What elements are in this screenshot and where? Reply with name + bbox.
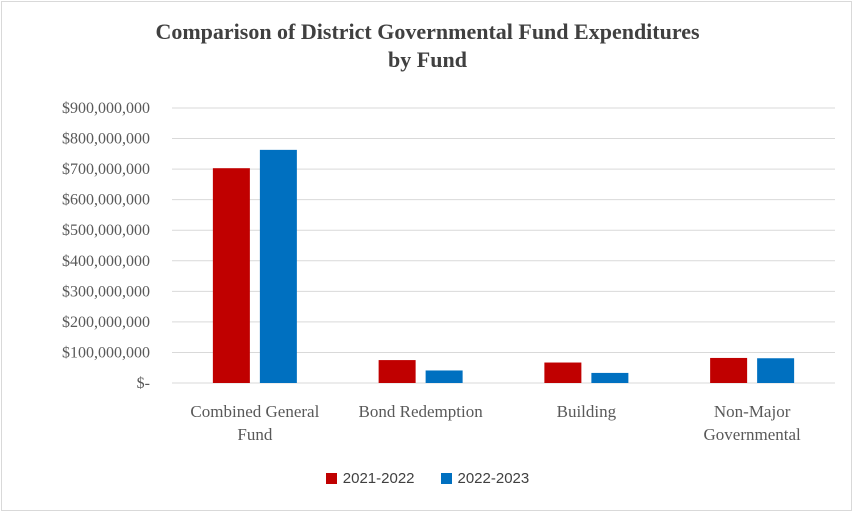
x-axis-tick-labels: Combined General Fund Bond Redemption Build… bbox=[190, 402, 801, 444]
bar-2-2 bbox=[425, 370, 463, 383]
y-tick-label: $400,000,000 bbox=[62, 253, 150, 270]
y-tick-label: $300,000,000 bbox=[62, 283, 150, 300]
legend: 2021-2022 2022-2023 bbox=[0, 470, 855, 487]
chart-title-line-2: by Fund bbox=[388, 47, 467, 72]
x-tick-label: Combined General bbox=[190, 402, 319, 421]
legend-label-series-1: 2021-2022 bbox=[342, 470, 415, 487]
bar-1-1 bbox=[212, 168, 250, 383]
bar-2-1 bbox=[259, 149, 297, 383]
bar-1-4 bbox=[710, 357, 748, 383]
y-axis-tick-labels: $- $100,000,000 $200,000,000 $300,000,000 $4… bbox=[62, 100, 150, 392]
bar-2-3 bbox=[591, 372, 629, 383]
y-tick-label: $100,000,000 bbox=[62, 344, 150, 361]
chart-title: Comparison of District Governmental Fund… bbox=[0, 18, 855, 74]
legend-swatch-series-2 bbox=[440, 473, 452, 484]
y-tick-label: $900,000,000 bbox=[62, 100, 150, 117]
y-tick-label: $200,000,000 bbox=[62, 314, 150, 331]
legend-swatch-series-1 bbox=[325, 473, 337, 484]
x-tick-label: Governmental bbox=[704, 425, 802, 444]
y-tick-label: $800,000,000 bbox=[62, 131, 150, 148]
x-tick-label: Non-Major bbox=[714, 402, 791, 421]
y-tick-label: $- bbox=[137, 375, 150, 392]
bar-2-4 bbox=[757, 358, 795, 383]
x-tick-label: Building bbox=[557, 402, 617, 421]
x-tick-label: Fund bbox=[237, 425, 272, 444]
legend-item-series-1: 2021-2022 bbox=[325, 470, 415, 487]
bar-1-2 bbox=[378, 360, 416, 383]
y-tick-label: $600,000,000 bbox=[62, 192, 150, 209]
y-tick-label: $700,000,000 bbox=[62, 161, 150, 178]
chart-title-line-1: Comparison of District Governmental Fund… bbox=[155, 19, 700, 44]
legend-item-series-2: 2022-2023 bbox=[440, 470, 530, 487]
y-tick-label: $500,000,000 bbox=[62, 222, 150, 239]
x-tick-label: Bond Redemption bbox=[359, 402, 484, 421]
bars bbox=[212, 149, 795, 383]
bar-1-3 bbox=[544, 362, 582, 383]
legend-label-series-2: 2022-2023 bbox=[457, 470, 530, 487]
